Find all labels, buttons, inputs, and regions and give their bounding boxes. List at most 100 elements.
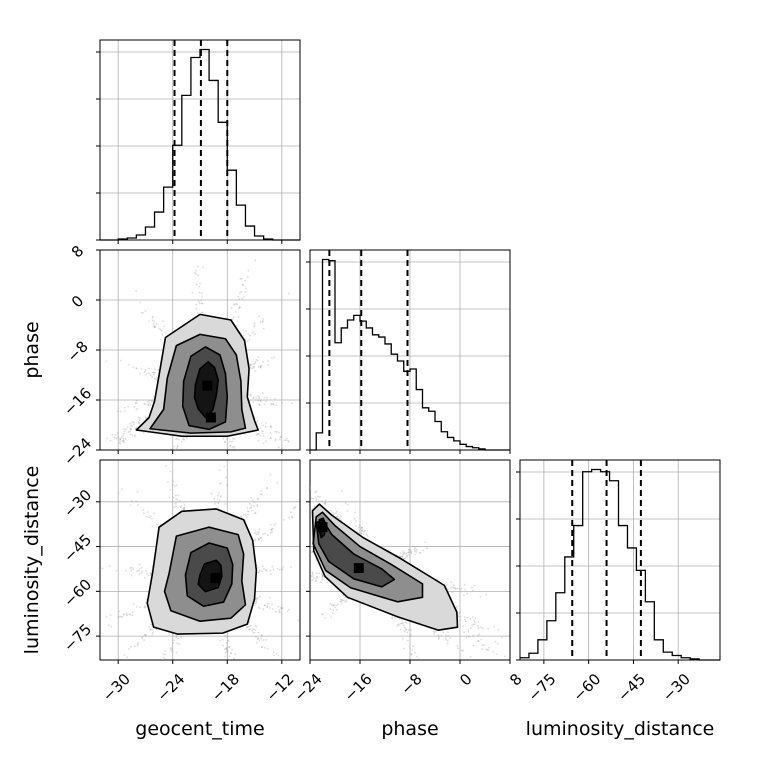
sample-point [118, 442, 121, 444]
sample-point [407, 629, 410, 632]
sample-point [163, 657, 166, 660]
sample-point [400, 622, 402, 625]
sample-point [400, 555, 403, 558]
sample-point [298, 628, 300, 631]
sample-point [493, 625, 495, 628]
sample-point [341, 599, 344, 602]
sample-point [408, 548, 410, 551]
sample-point [198, 302, 201, 305]
sample-point [272, 403, 275, 406]
sample-point [146, 515, 148, 518]
sample-point [229, 663, 231, 665]
sample-point [269, 473, 272, 476]
density-fill-level-2 [316, 519, 395, 587]
sample-point [298, 475, 300, 477]
sample-point [120, 488, 123, 491]
sample-point [183, 507, 186, 510]
y-axis-label-phase: phase [21, 321, 43, 378]
sample-point [252, 396, 255, 399]
sample-point [283, 666, 285, 668]
sample-point [265, 396, 268, 399]
sample-point [396, 624, 399, 626]
sample-point [262, 361, 265, 363]
sample-point [360, 532, 363, 535]
sample-point [257, 631, 260, 634]
sample-point [280, 567, 283, 570]
sample-point [137, 421, 140, 423]
sample-point [278, 609, 281, 611]
sample-point [147, 511, 149, 513]
sample-point [304, 499, 306, 501]
sample-point [251, 628, 254, 630]
sample-point [255, 625, 258, 628]
sample-point [293, 474, 295, 476]
sample-point [469, 655, 472, 658]
sample-point [254, 333, 256, 335]
sample-point [353, 517, 356, 520]
sample-point [275, 447, 277, 449]
sample-point [295, 544, 297, 546]
sample-point [409, 635, 411, 638]
sample-point [152, 371, 155, 374]
sample-point [308, 491, 310, 493]
sample-point [308, 556, 310, 558]
sample-point [249, 507, 252, 510]
sample-point [260, 536, 262, 539]
sample-point [288, 473, 290, 475]
sample-point [342, 599, 345, 602]
sample-point [297, 619, 300, 622]
sample-point [135, 290, 137, 293]
sample-point [167, 465, 169, 467]
sample-point [280, 401, 283, 404]
sample-point [263, 604, 266, 607]
sample-point [402, 638, 404, 640]
sample-point [226, 650, 229, 653]
sample-point [252, 366, 255, 369]
sample-point [138, 419, 141, 422]
sample-point [433, 701, 435, 703]
sample-point [473, 619, 476, 622]
sample-point [256, 505, 259, 508]
sample-point [135, 605, 138, 608]
sample-point [252, 628, 255, 631]
sample-point [238, 292, 241, 295]
sample-point [335, 608, 338, 611]
sample-point [105, 616, 108, 618]
sample-point [329, 608, 332, 610]
y-tick-label: 8 [68, 242, 87, 261]
sample-point [522, 672, 524, 674]
sample-point [153, 320, 155, 323]
sample-point [354, 511, 356, 514]
sample-point [405, 555, 408, 558]
sample-point [160, 669, 162, 671]
sample-point [279, 665, 281, 667]
sample-point [110, 672, 112, 674]
sample-point [170, 650, 173, 652]
sample-point [270, 426, 273, 429]
sample-point [175, 484, 178, 487]
sample-point [497, 628, 500, 631]
sample-point [447, 631, 449, 634]
sample-point [315, 559, 318, 561]
sample-point [313, 505, 316, 508]
sample-point [235, 457, 237, 459]
sample-point [401, 555, 404, 558]
sample-point [304, 508, 306, 510]
sample-point [391, 616, 394, 619]
sample-point [295, 475, 297, 477]
y-tick-label: −8 [63, 337, 91, 365]
sample-point [481, 669, 483, 671]
sample-point [134, 434, 136, 437]
sample-point [256, 638, 259, 640]
sample-point [266, 647, 269, 650]
sample-point [175, 498, 178, 501]
sample-point [136, 643, 139, 645]
sample-point [149, 628, 152, 631]
sample-point [255, 397, 258, 399]
sample-point [340, 515, 342, 518]
sample-point [303, 552, 305, 554]
sample-point [462, 625, 464, 628]
sample-point [202, 266, 204, 269]
sample-point [139, 301, 142, 304]
sample-point [340, 602, 343, 605]
